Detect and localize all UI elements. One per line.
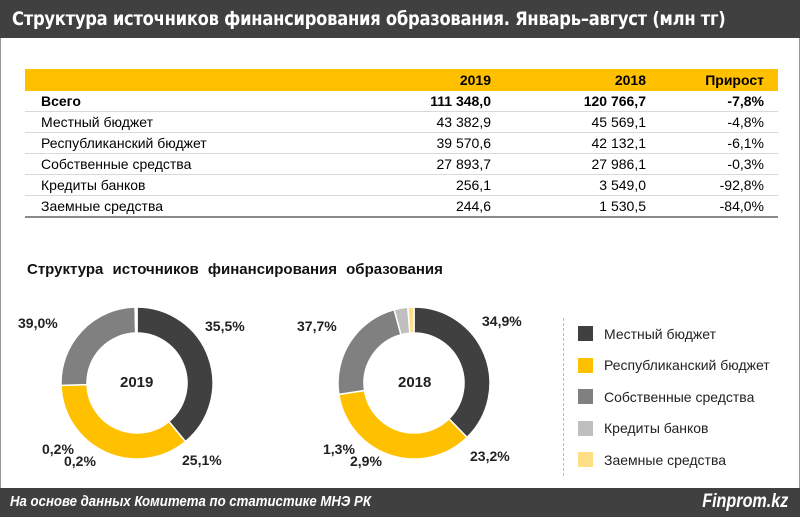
- column-header-growth: Прирост: [660, 69, 778, 91]
- page-title: Структура источников финансирования обра…: [12, 8, 726, 30]
- legend-swatch-icon: [578, 420, 593, 436]
- row-growth: -92,8%: [660, 174, 778, 196]
- donut-slice: [337, 308, 402, 396]
- donut-chart-2019: [60, 306, 214, 460]
- row-name: Собственные средства: [25, 153, 375, 175]
- legend-swatch-icon: [578, 452, 593, 468]
- legend-swatch-icon: [578, 389, 593, 405]
- donut-slice: [406, 306, 415, 334]
- row-2018: 42 132,1: [505, 132, 660, 154]
- row-2019: 43 382,9: [375, 111, 505, 133]
- chart-legend: Местный бюджет Республиканский бюджет Со…: [563, 318, 770, 476]
- row-2019: 27 893,7: [375, 153, 505, 175]
- table-row: Заемные средства 244,6 1 530,5 -84,0%: [25, 195, 778, 218]
- legend-label: Собственные средства: [604, 388, 755, 405]
- legend-item-loan: Заемные средства: [578, 444, 770, 476]
- donut-center-label-2018: 2018: [398, 374, 432, 391]
- legend-item-local: Местный бюджет: [578, 318, 770, 350]
- row-growth: -7,8%: [660, 91, 778, 112]
- label-2019-own: 25,1%: [182, 452, 222, 468]
- source-note: На основе данных Комитета по статистике …: [10, 493, 371, 510]
- table-row: Местный бюджет 43 382,9 45 569,1 -4,8%: [25, 111, 778, 133]
- label-2018-local: 37,7%: [297, 318, 337, 334]
- label-2018-republic: 34,9%: [482, 313, 522, 329]
- legend-label: Республиканский бюджет: [604, 357, 770, 374]
- row-2018: 27 986,1: [505, 153, 660, 175]
- donut-slice: [135, 306, 138, 334]
- label-2019-local: 39,0%: [18, 315, 58, 331]
- financing-table: 2019 2018 Прирост Всего 111 348,0 120 76…: [25, 69, 778, 218]
- table-row: Кредиты банков 256,1 3 549,0 -92,8%: [25, 174, 778, 196]
- row-2019: 244,6: [375, 195, 505, 218]
- table-row: Собственные средства 27 893,7 27 986,1 -…: [25, 153, 778, 175]
- column-header-2018: 2018: [505, 69, 660, 91]
- label-2018-own: 23,2%: [470, 448, 510, 464]
- donut-slice: [413, 306, 491, 439]
- chart-section-title: Структура источников финансирования обра…: [27, 261, 443, 278]
- footer-bar: На основе данных Комитета по статистике …: [0, 488, 800, 517]
- legend-item-credit: Кредиты банков: [578, 413, 770, 445]
- row-growth: -0,3%: [660, 153, 778, 175]
- row-growth: -84,0%: [660, 195, 778, 218]
- legend-label: Заемные средства: [604, 451, 727, 468]
- table-row: Республиканский бюджет 39 570,6 42 132,1…: [25, 132, 778, 154]
- legend-label: Кредиты банков: [604, 420, 709, 437]
- row-2019: 256,1: [375, 174, 505, 196]
- row-name: Республиканский бюджет: [25, 132, 375, 154]
- row-name: Заемные средства: [25, 195, 375, 218]
- header-bar: Структура источников финансирования обра…: [0, 0, 800, 38]
- label-2019-loan: 0,2%: [64, 453, 96, 469]
- column-header-2019: 2019: [375, 69, 505, 91]
- legend-swatch-icon: [578, 357, 593, 373]
- row-2019: 111 348,0: [375, 91, 505, 112]
- table-row-total: Всего 111 348,0 120 766,7 -7,8%: [25, 91, 778, 112]
- label-2019-credit: 0,2%: [42, 441, 74, 457]
- donut-slice: [136, 306, 214, 443]
- row-growth: -4,8%: [660, 111, 778, 133]
- donut-slice: [60, 383, 187, 460]
- legend-swatch-icon: [578, 326, 593, 342]
- legend-item-republic: Республиканский бюджет: [578, 350, 770, 382]
- row-growth: -6,1%: [660, 132, 778, 154]
- label-2018-loan: 1,3%: [323, 441, 355, 457]
- label-2019-republic: 35,5%: [205, 318, 245, 334]
- row-name: Всего: [25, 91, 375, 112]
- label-2018-credit: 2,9%: [350, 453, 382, 469]
- table-header-row: 2019 2018 Прирост: [25, 69, 778, 91]
- donut-center-label-2019: 2019: [120, 374, 154, 391]
- row-2019: 39 570,6: [375, 132, 505, 154]
- row-2018: 120 766,7: [505, 91, 660, 112]
- donut-slice: [338, 389, 469, 460]
- row-2018: 45 569,1: [505, 111, 660, 133]
- legend-label: Местный бюджет: [604, 325, 716, 342]
- row-2018: 1 530,5: [505, 195, 660, 218]
- donut-chart-2018: [337, 306, 491, 460]
- brand-logo: Finprom.kz: [701, 491, 788, 512]
- legend-item-own: Собственные средства: [578, 381, 770, 413]
- row-2018: 3 549,0: [505, 174, 660, 196]
- row-name: Кредиты банков: [25, 174, 375, 196]
- column-header-name: [25, 69, 375, 91]
- row-name: Местный бюджет: [25, 111, 375, 133]
